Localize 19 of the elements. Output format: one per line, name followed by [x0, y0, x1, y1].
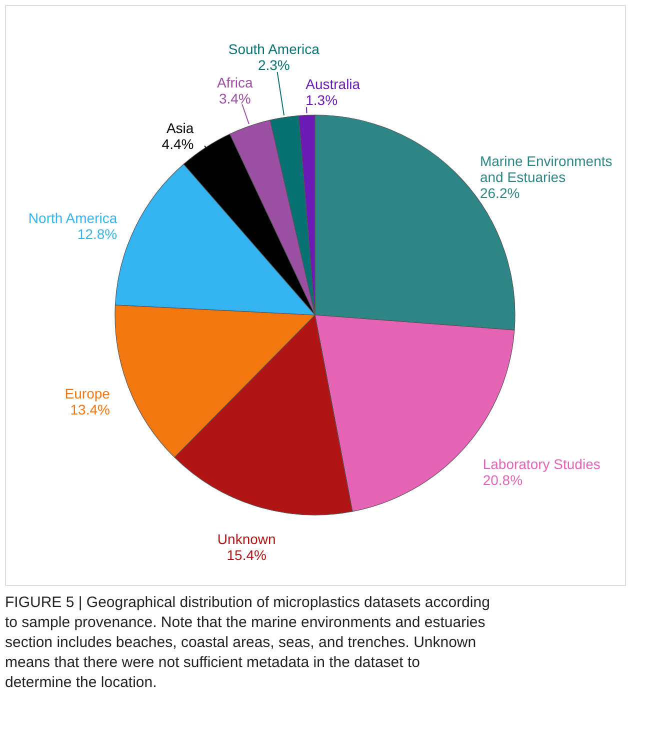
data-label: 26.2%	[480, 185, 520, 202]
slice-label: North America	[28, 210, 118, 226]
slice-label: Unknown	[217, 530, 276, 547]
data-label: 4.4%	[162, 136, 194, 152]
data-label: 15.4%	[226, 546, 266, 563]
data-label: 1.3%	[306, 92, 338, 108]
data-label: 13.4%	[70, 402, 110, 418]
slice-label: Laboratory Studies	[482, 456, 600, 472]
slice-label: Europe	[64, 386, 110, 402]
slice-label: Asia	[166, 120, 194, 136]
data-label: 20.8%	[482, 472, 523, 488]
data-label: 12.8%	[77, 226, 118, 242]
slice-label: South America	[228, 41, 320, 58]
slice-label: Australia	[306, 76, 360, 92]
caption: FIGURE 5 | Geographical distribution of microplastics datasets according to sample provenance. Note that the marine environments and estuaries section includes beaches, coastal areas, seas, and trenches. Unknown means that there were not sufficient metadata in the dataset to determine the location.	[5, 594, 490, 691]
slice-label: Marine Environments and Estuaries	[480, 153, 612, 186]
slice-label: Africa	[217, 74, 254, 90]
data-label: 3.4%	[218, 90, 251, 106]
data-label: 2.3%	[258, 57, 290, 74]
